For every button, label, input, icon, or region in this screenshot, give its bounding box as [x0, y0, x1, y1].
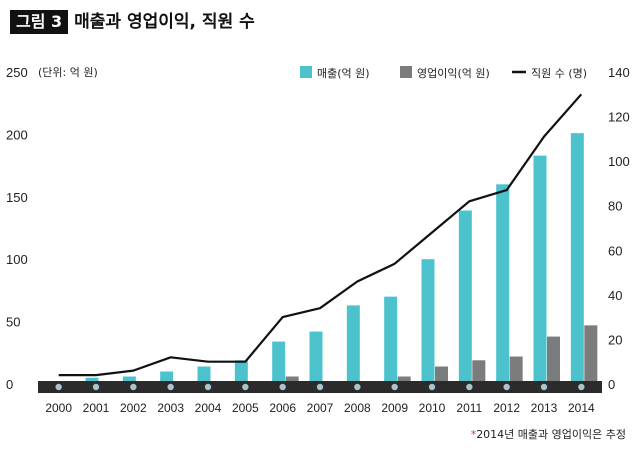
year-marker-dot — [242, 383, 249, 391]
revenue-bar — [272, 341, 286, 384]
operating-profit-bar — [435, 366, 448, 384]
x-axis-tick-label: 2004 — [195, 401, 222, 415]
left-axis-tick-label: 150 — [6, 190, 28, 205]
left-axis-tick-label: 50 — [6, 315, 20, 330]
right-axis-tick-label: 100 — [608, 154, 630, 169]
operating-profit-bar — [509, 356, 523, 384]
year-marker-dot — [279, 383, 286, 391]
x-axis-tick-label: 2002 — [120, 401, 147, 415]
footnote-text: 2014년 매출과 영업이익은 추정 — [476, 428, 626, 441]
x-axis-tick-label: 2009 — [381, 401, 408, 415]
left-axis-tick-label: 200 — [6, 127, 28, 142]
revenue-bar — [197, 366, 211, 384]
year-marker-dot — [466, 383, 473, 391]
right-axis-tick-label: 80 — [608, 199, 622, 214]
revenue-bar — [122, 376, 136, 384]
left-axis-tick-label: 250 — [6, 65, 28, 80]
year-marker-dot — [503, 383, 510, 391]
x-axis-tick-label: 2001 — [83, 401, 110, 415]
right-axis-tick-label: 140 — [608, 65, 630, 80]
left-axis-tick-label: 0 — [6, 377, 13, 392]
unit-note: (단위: 억 원) — [38, 66, 98, 79]
year-marker-dot — [167, 383, 174, 391]
footnote: *2014년 매출과 영업이익은 추정 — [471, 426, 626, 442]
year-marker-dot — [130, 383, 137, 391]
revenue-bar — [458, 210, 472, 384]
year-marker-dot — [391, 383, 398, 391]
right-axis-tick-label: 0 — [608, 377, 615, 392]
employee-count-line — [58, 93, 583, 377]
operating-profit-bar — [285, 376, 299, 384]
revenue-bar — [160, 371, 174, 384]
left-axis-tick-label: 100 — [6, 252, 28, 267]
revenue-bar — [346, 305, 360, 384]
year-marker-dot — [92, 383, 100, 391]
footnote-star: * — [470, 428, 477, 441]
x-axis-tick-label: 2010 — [419, 401, 446, 415]
x-axis-tick-label: 2007 — [307, 401, 334, 415]
operating-profit-bar — [472, 360, 486, 384]
right-axis-tick-label: 20 — [608, 332, 622, 347]
revenue-bar — [234, 360, 248, 384]
x-axis-tick-label: 2012 — [493, 401, 520, 415]
x-axis-tick-label: 2013 — [531, 401, 558, 415]
figure-header: 그림 3 매출과 영업이익, 직원 수 — [10, 8, 255, 36]
legend-swatch-2 — [400, 66, 412, 78]
x-axis-tick-label: 2006 — [269, 401, 296, 415]
x-axis-tick-label: 2008 — [344, 401, 371, 415]
right-axis-tick-label: 120 — [608, 110, 630, 125]
revenue-bar — [570, 133, 584, 384]
right-axis-tick-label: 40 — [608, 288, 622, 303]
revenue-bar — [496, 184, 510, 384]
legend-label-2: 영업이익(억 원) — [417, 67, 490, 80]
year-marker-dot — [354, 383, 361, 391]
revenue-bar — [421, 259, 435, 384]
year-marker-dot — [428, 383, 436, 391]
x-axis-tick-label: 2003 — [157, 401, 184, 415]
legend-swatch-1 — [300, 66, 312, 78]
year-marker-dot — [204, 383, 212, 391]
x-axis-tick-label: 2000 — [45, 401, 72, 415]
figure-number-badge: 그림 3 — [10, 10, 69, 34]
revenue-bar — [309, 331, 323, 384]
year-marker-dot — [55, 383, 62, 391]
revenue-bar — [85, 377, 99, 384]
year-marker-dot — [540, 383, 548, 391]
revenue-bar — [384, 296, 398, 384]
x-axis-tick-label: 2014 — [568, 401, 595, 415]
legend-label-3: 직원 수 (명) — [531, 67, 587, 80]
x-axis-tick-label: 2005 — [232, 401, 259, 415]
year-marker-dot — [316, 383, 324, 391]
operating-profit-bar — [584, 325, 598, 384]
x-axis-tick-label: 2011 — [456, 401, 482, 415]
operating-profit-bar — [397, 376, 411, 384]
legend-label-1: 매출(억 원) — [317, 67, 370, 80]
operating-profit-bar — [547, 336, 560, 384]
right-axis-tick-label: 60 — [608, 243, 622, 258]
figure-title: 매출과 영업이익, 직원 수 — [74, 12, 255, 32]
year-marker-dot — [578, 383, 585, 391]
revenue-bar — [533, 155, 547, 384]
